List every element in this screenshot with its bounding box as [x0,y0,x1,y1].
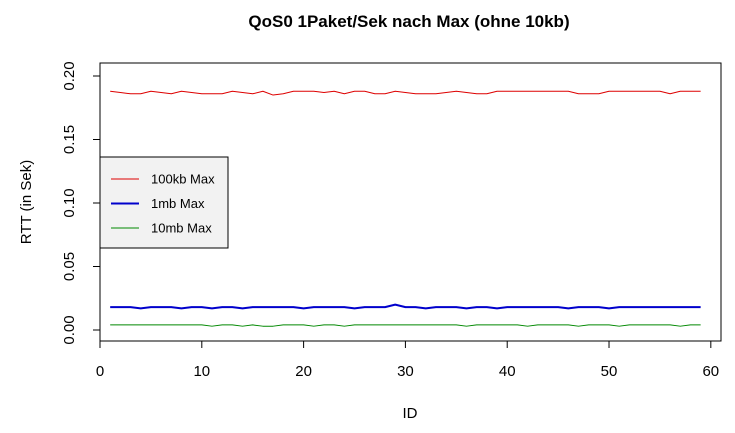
y-axis-label: RTT (in Sek) [18,160,35,244]
x-tick-label: 60 [702,363,719,380]
x-tick-label: 30 [397,363,414,380]
x-axis: 0 10 20 30 40 50 60 [96,340,719,380]
x-tick-label: 40 [499,363,516,380]
y-tick-label: 0.20 [61,61,78,90]
x-tick-label: 20 [295,363,312,380]
series-line-100kb-max [110,90,701,96]
x-axis-label: ID [403,405,418,422]
x-tick-label: 10 [193,363,210,380]
y-tick-label: 0.05 [61,252,78,281]
series-line-1mb-max [110,303,701,310]
legend: 100kb Max 1mb Max 10mb Max [99,156,229,249]
series-layer [110,90,701,327]
y-tick-label: 0.15 [61,125,78,154]
x-tick-label: 0 [96,363,104,380]
legend-label: 1mb Max [151,196,205,211]
y-axis: 0.00 0.05 0.10 0.15 0.20 [61,61,101,345]
chart-title: QoS0 1Paket/Sek nach Max (ohne 10kb) [248,12,569,31]
y-tick-label: 0.00 [61,315,78,344]
legend-label: 100kb Max [151,172,215,187]
legend-label: 10mb Max [151,221,212,236]
series-line-10mb-max [110,324,701,327]
y-tick-label: 0.10 [61,188,78,217]
x-tick-label: 50 [601,363,618,380]
